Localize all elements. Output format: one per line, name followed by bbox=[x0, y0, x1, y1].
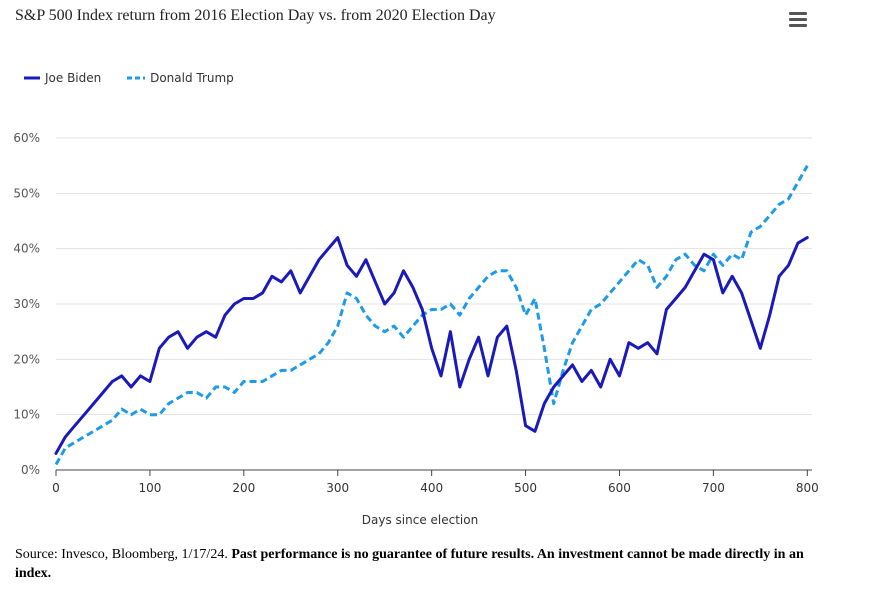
x-tick-label: 500 bbox=[514, 481, 537, 495]
y-tick-label: 50% bbox=[13, 186, 40, 200]
line-chart: 0% 10% 20% 30% 40% 50% 60% 0 100 200 300 400 500 600 7… bbox=[13, 131, 819, 527]
x-tick-label: 400 bbox=[420, 481, 443, 495]
y-tick-label: 40% bbox=[13, 242, 40, 256]
menu-bar bbox=[789, 12, 807, 15]
legend-label: Joe Biden bbox=[45, 71, 102, 85]
series-line-joe-biden bbox=[54, 236, 809, 455]
y-tick-label: 60% bbox=[13, 131, 40, 145]
legend-item-trump[interactable]: Donald Trump bbox=[127, 71, 234, 85]
x-tick-label: 700 bbox=[702, 481, 725, 495]
x-tick-label: 0 bbox=[52, 481, 60, 495]
y-tick-label: 30% bbox=[13, 297, 40, 311]
series-line-donald-trump bbox=[54, 164, 809, 466]
source-text: Source: Invesco, Bloomberg, 1/17/24. bbox=[15, 547, 228, 562]
x-tick-label: 800 bbox=[796, 481, 819, 495]
x-tick-label: 100 bbox=[138, 481, 161, 495]
x-axis-label: Days since election bbox=[362, 513, 478, 527]
x-tick-label: 300 bbox=[326, 481, 349, 495]
x-tick-label: 200 bbox=[232, 481, 255, 495]
source-note: Source: Invesco, Bloomberg, 1/17/24. Pas… bbox=[15, 545, 815, 583]
legend-label: Donald Trump bbox=[150, 71, 234, 85]
legend-item-biden[interactable]: Joe Biden bbox=[24, 71, 101, 85]
hamburger-menu-icon[interactable] bbox=[789, 12, 807, 28]
dashed-line-swatch-icon bbox=[127, 76, 146, 80]
y-tick-label: 10% bbox=[13, 408, 40, 422]
menu-bar bbox=[789, 18, 807, 21]
disclaimer-text: Past performance is no guarantee of futu… bbox=[15, 547, 804, 581]
legend: Joe Biden Donald Trump bbox=[24, 70, 256, 85]
x-tick-label: 600 bbox=[608, 481, 631, 495]
menu-bar bbox=[789, 24, 807, 27]
chart-title: S&P 500 Index return from 2016 Election … bbox=[15, 7, 496, 24]
solid-line-swatch-icon bbox=[24, 76, 40, 80]
y-tick-label: 0% bbox=[21, 463, 40, 477]
y-tick-label: 20% bbox=[13, 352, 40, 366]
